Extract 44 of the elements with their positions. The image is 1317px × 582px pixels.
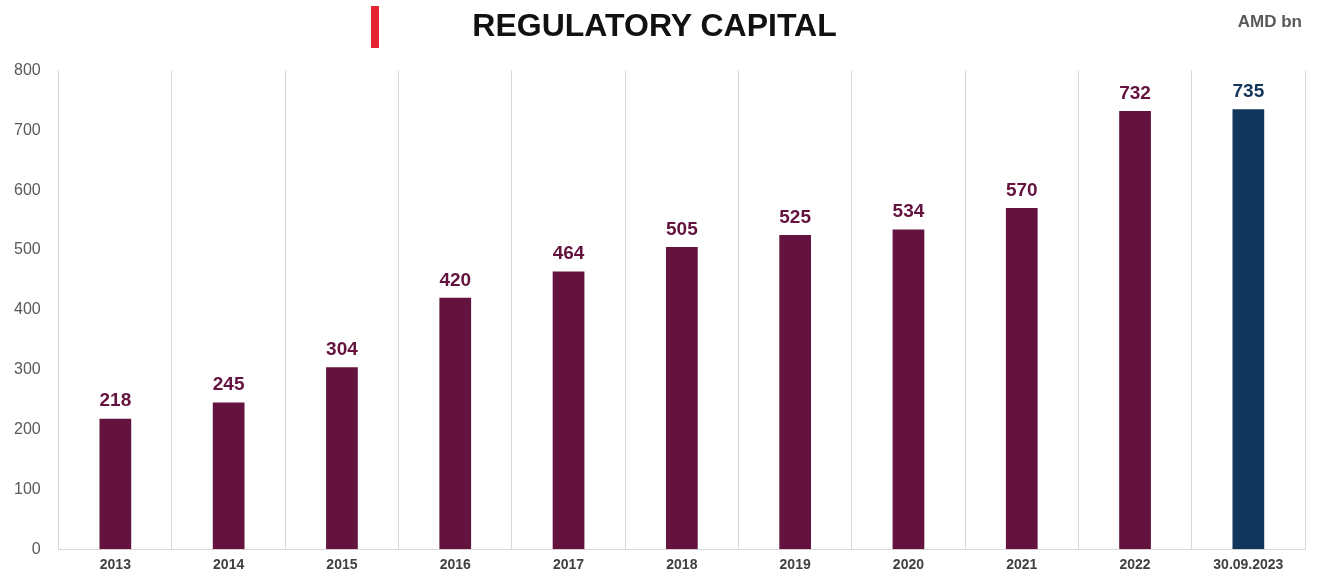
- y-tick-label: 200: [13, 419, 41, 437]
- y-tick-label: 800: [13, 60, 41, 78]
- data-label: 464: [552, 242, 585, 264]
- x-tick-label: 2018: [666, 556, 698, 573]
- bar: [212, 402, 245, 550]
- data-label: 525: [779, 205, 812, 227]
- data-label: 420: [439, 268, 472, 290]
- y-tick-label: 0: [31, 539, 41, 557]
- data-label: 735: [1232, 80, 1265, 102]
- x-tick-label: 2016: [439, 556, 472, 573]
- x-tick-label: 2015: [326, 556, 358, 573]
- bar: [1005, 208, 1038, 550]
- bar: [439, 297, 472, 550]
- y-tick-label: 300: [13, 360, 41, 378]
- y-tick-label: 400: [13, 300, 41, 318]
- bar: [552, 271, 585, 550]
- bar: [892, 229, 925, 550]
- x-tick-label: 2013: [99, 556, 132, 573]
- bar: [665, 246, 698, 550]
- text: AMD bn: [1237, 11, 1302, 31]
- data-label: 304: [326, 337, 359, 359]
- data-label: 245: [212, 373, 245, 395]
- y-tick-label: 700: [13, 120, 41, 138]
- x-tick-label: 2017: [552, 556, 585, 573]
- x-tick-label: 2020: [892, 556, 925, 573]
- bar: [326, 367, 358, 550]
- bar: [779, 234, 812, 550]
- x-tick-label: 2022: [1119, 556, 1151, 573]
- y-tick-label: 500: [13, 240, 41, 258]
- data-label: 570: [1005, 178, 1038, 200]
- x-tick-label: 30.09.2023: [1213, 556, 1284, 573]
- data-label: 505: [666, 217, 699, 239]
- data-label: 534: [892, 200, 925, 222]
- bar: [1119, 111, 1151, 550]
- data-label: 218: [99, 389, 132, 411]
- x-tick-label: 2019: [779, 556, 811, 573]
- x-tick-label: 2014: [213, 556, 245, 573]
- y-tick-label: 100: [13, 479, 41, 497]
- chart-title: REGULATORY CAPITAL: [472, 7, 837, 44]
- bar: [1232, 109, 1265, 550]
- bar: [99, 418, 132, 550]
- data-label: 732: [1119, 81, 1151, 103]
- y-tick-label: 600: [13, 180, 41, 198]
- x-tick-label: 2021: [1006, 556, 1038, 573]
